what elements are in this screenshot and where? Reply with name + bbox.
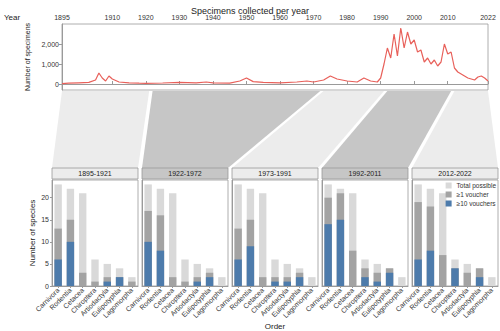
svg-text:≥1 voucher: ≥1 voucher xyxy=(457,191,490,198)
svg-text:2022: 2022 xyxy=(480,14,496,21)
svg-text:Lagomorpha: Lagomorpha xyxy=(191,286,225,320)
svg-text:0: 0 xyxy=(55,81,59,88)
svg-text:Number of specimens: Number of specimens xyxy=(24,22,32,91)
svg-text:Rodentia: Rodentia xyxy=(138,286,163,312)
svg-text:Total possible: Total possible xyxy=(457,182,497,190)
svg-text:Lagomorpha: Lagomorpha xyxy=(371,286,405,320)
svg-text:1973-1991: 1973-1991 xyxy=(258,170,292,177)
svg-text:Carnivora: Carnivora xyxy=(304,286,331,313)
svg-text:0: 0 xyxy=(45,283,49,290)
svg-text:1,000: 1,000 xyxy=(41,61,59,68)
svg-text:Chiroptera: Chiroptera xyxy=(429,286,458,315)
svg-text:Eulipotyphla: Eulipotyphla xyxy=(450,286,482,319)
svg-text:1922-1972: 1922-1972 xyxy=(168,170,202,177)
svg-text:Cetacea: Cetacea xyxy=(61,286,86,310)
svg-text:2012-2022: 2012-2022 xyxy=(438,170,472,177)
svg-text:Cetacea: Cetacea xyxy=(331,286,356,310)
svg-text:Cetacea: Cetacea xyxy=(241,286,266,310)
svg-text:Eulipotyphla: Eulipotyphla xyxy=(90,286,122,319)
svg-text:1950: 1950 xyxy=(238,14,255,21)
svg-text:Cetacea: Cetacea xyxy=(421,286,446,310)
svg-text:Artiodactyla: Artiodactyla xyxy=(169,286,200,318)
svg-text:Year: Year xyxy=(4,13,21,22)
svg-text:Chiroptera: Chiroptera xyxy=(69,286,98,315)
svg-text:Lagomorpha: Lagomorpha xyxy=(101,286,135,320)
svg-text:Eulipotyphla: Eulipotyphla xyxy=(180,286,212,319)
svg-text:1895: 1895 xyxy=(54,14,70,21)
svg-text:Chiroptera: Chiroptera xyxy=(249,286,278,315)
svg-text:Carnivora: Carnivora xyxy=(124,286,151,313)
svg-text:Lagomorpha: Lagomorpha xyxy=(462,286,495,319)
svg-text:Artiodactyla: Artiodactyla xyxy=(349,286,380,318)
svg-text:Carnivora: Carnivora xyxy=(34,286,61,313)
svg-text:1980: 1980 xyxy=(339,14,355,21)
svg-text:2010: 2010 xyxy=(440,14,456,21)
svg-text:1990: 1990 xyxy=(373,14,389,21)
svg-text:10: 10 xyxy=(41,238,49,245)
svg-text:Artiodactyla: Artiodactyla xyxy=(259,286,290,318)
svg-text:Carnivora: Carnivora xyxy=(214,286,241,313)
svg-text:5: 5 xyxy=(45,260,49,267)
svg-text:20: 20 xyxy=(41,194,49,201)
svg-text:1940: 1940 xyxy=(205,14,221,21)
svg-text:Rodentia: Rodentia xyxy=(318,286,343,312)
svg-text:1895-1921: 1895-1921 xyxy=(78,170,112,177)
svg-text:1960: 1960 xyxy=(272,14,288,21)
svg-text:2,000: 2,000 xyxy=(41,41,59,48)
svg-text:Artiodactyla: Artiodactyla xyxy=(439,286,470,318)
svg-text:1910: 1910 xyxy=(105,14,121,21)
svg-text:Rodentia: Rodentia xyxy=(228,286,253,312)
svg-text:15: 15 xyxy=(41,216,49,223)
svg-text:Eulipotyphla: Eulipotyphla xyxy=(360,286,392,319)
svg-text:Lagomorpha: Lagomorpha xyxy=(281,286,315,320)
svg-text:Rodentia: Rodentia xyxy=(408,286,433,312)
svg-text:Specimens collected per year: Specimens collected per year xyxy=(191,6,309,16)
svg-text:Chiroptera: Chiroptera xyxy=(159,286,188,315)
svg-text:1930: 1930 xyxy=(172,14,188,21)
svg-text:Carnivora: Carnivora xyxy=(394,286,421,313)
svg-text:1920: 1920 xyxy=(138,14,154,21)
svg-text:1992-2011: 1992-2011 xyxy=(349,170,382,177)
svg-text:Number of species: Number of species xyxy=(28,200,37,267)
svg-text:≥10 vouchers: ≥10 vouchers xyxy=(457,200,497,207)
svg-text:Cetacea: Cetacea xyxy=(151,286,176,310)
svg-text:Artiodactyla: Artiodactyla xyxy=(79,286,110,318)
svg-text:2000: 2000 xyxy=(406,14,422,21)
svg-text:Eulipotyphla: Eulipotyphla xyxy=(270,286,302,319)
svg-text:1970: 1970 xyxy=(305,14,322,21)
svg-text:Order: Order xyxy=(265,322,286,331)
svg-text:Chiroptera: Chiroptera xyxy=(339,286,368,315)
svg-text:Rodentia: Rodentia xyxy=(48,286,73,312)
